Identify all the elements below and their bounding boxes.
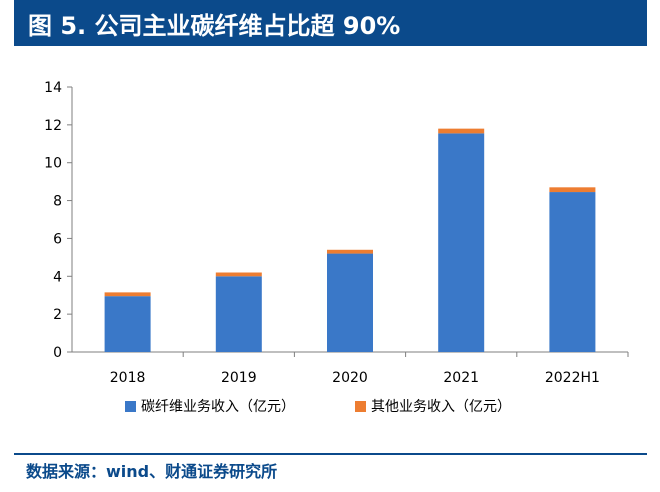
bar-carbon-fiber-2022H1 — [549, 192, 596, 352]
bar-carbon-fiber-2021 — [438, 133, 485, 352]
bar-carbon-fiber-2020 — [327, 253, 373, 352]
y-tick-label: 12 — [44, 118, 62, 134]
y-tick-label: 14 — [44, 80, 62, 96]
chart-legend: 碳纤维业务收入（亿元） 其他业务收入（亿元） — [125, 399, 511, 415]
y-tick-label: 2 — [53, 307, 62, 323]
y-tick-label: 8 — [53, 194, 62, 210]
chart-bars — [104, 128, 596, 352]
legend-swatch-carbon-fiber — [125, 401, 136, 412]
y-tick-label: 0 — [53, 345, 62, 361]
x-tick-label: 2018 — [110, 370, 146, 386]
bar-other-2021 — [438, 128, 485, 134]
x-tick-label: 2021 — [443, 370, 479, 386]
figure-title-bar: 图 5. 公司主业碳纤维占比超 90% — [14, 0, 647, 46]
figure-title: 图 5. 公司主业碳纤维占比超 90% — [28, 11, 401, 40]
y-tick-label: 10 — [44, 156, 62, 172]
legend-swatch-other — [355, 401, 366, 412]
y-tick-label: 6 — [53, 231, 62, 247]
bar-carbon-fiber-2018 — [104, 296, 151, 352]
x-tick-label: 2019 — [221, 370, 257, 386]
legend-label-carbon-fiber: 碳纤维业务收入（亿元） — [141, 399, 295, 415]
data-source-note: 数据来源：wind、财通证券研究所 — [26, 462, 278, 481]
bar-other-2020 — [327, 249, 373, 254]
chart-axes: 0 2 4 6 8 10 12 14 2018 2019 2020 2021 2022H1 — [44, 80, 629, 386]
x-tick-label: 2020 — [332, 370, 368, 386]
legend-label-other: 其他业务收入（亿元） — [371, 399, 511, 415]
bar-other-2019 — [215, 272, 262, 277]
y-tick-label: 4 — [53, 269, 62, 285]
x-tick-label: 2022H1 — [545, 370, 600, 386]
bar-other-2018 — [104, 292, 151, 297]
bar-other-2022H1 — [549, 187, 596, 193]
bar-carbon-fiber-2019 — [215, 276, 262, 352]
source-divider — [14, 453, 647, 455]
stacked-bar-chart: 0 2 4 6 8 10 12 14 2018 2019 2020 2021 2022H1 碳纤维业务收… — [44, 80, 629, 415]
